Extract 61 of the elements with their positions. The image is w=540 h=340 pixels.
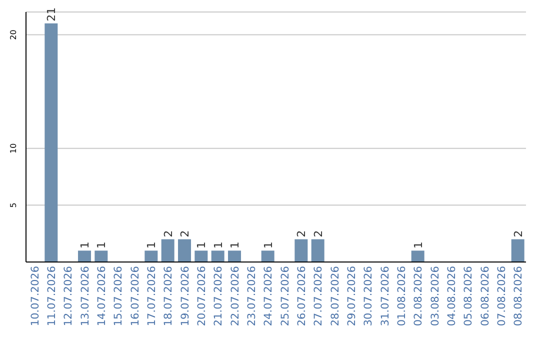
bar [228,250,241,262]
data-label: 2 [312,230,325,238]
data-label: 2 [512,230,525,238]
bar [144,250,158,262]
data-label: 1 [78,242,92,249]
x-tick-label: 13.07.2026 [79,266,92,326]
data-label: 21 [45,7,58,22]
x-tick-label: 03.08.2026 [429,266,442,326]
bar [411,250,424,262]
x-tick-label: 22.07.2026 [229,266,242,326]
data-label: 1 [195,242,208,249]
x-tick-label: 11.07.2026 [46,266,58,326]
x-tick-label: 12.07.2026 [62,266,75,326]
bar [161,239,174,262]
y-tick-label: 20 [9,30,18,40]
x-tick-label: 25.07.2026 [279,266,292,326]
bar [94,250,108,262]
x-tick-label: 14.07.2026 [96,266,108,326]
bar [194,250,208,262]
x-tick-label: 02.08.2026 [412,266,425,326]
x-tick-label: 16.07.2026 [129,266,142,326]
x-tick-label: 24.07.2026 [262,266,275,326]
data-label: 1 [262,242,275,249]
bar [311,239,324,262]
x-tick-label: 30.07.2026 [362,266,375,326]
x-tick-label: 10.07.2026 [29,266,42,326]
x-tick-label: 20.07.2026 [196,266,208,326]
x-tick-label: 01.08.2026 [396,266,408,326]
data-label: 1 [212,242,225,249]
x-tick-label: 05.08.2026 [462,266,475,326]
x-tick-label: 07.08.2026 [496,266,508,326]
bar [261,250,274,262]
bar [44,23,58,262]
x-tick-label: 29.07.2026 [346,266,358,326]
data-label: 1 [145,242,158,249]
x-tick-label: 08.08.2026 [512,266,525,326]
x-tick-label: 06.08.2026 [479,266,492,326]
x-tick-label: 23.07.2026 [246,266,258,326]
bar [294,239,308,262]
x-tick-label: 04.08.2026 [446,266,458,326]
data-label: 1 [412,242,425,249]
x-tick-label: 28.07.2026 [329,266,342,326]
bar [511,239,524,262]
data-label: 2 [295,230,308,238]
x-tick-label: 31.07.2026 [379,266,392,326]
bar [178,239,191,262]
x-tick-label: 26.07.2026 [296,266,308,326]
data-label: 1 [95,242,108,249]
x-tick-label: 27.07.2026 [312,266,325,326]
bar [78,250,91,262]
data-label: 2 [178,230,192,238]
y-tick-label: 5 [9,202,18,208]
x-tick-label: 17.07.2026 [146,266,158,326]
x-tick-label: 18.07.2026 [162,266,175,326]
y-tick-label: 10 [9,143,18,154]
x-tick-label: 21.07.2026 [212,266,225,326]
bar [211,250,224,262]
x-tick-label: 15.07.2026 [112,266,125,326]
data-label: 1 [228,242,242,249]
x-tick-label: 19.07.2026 [179,266,192,326]
data-label: 2 [162,230,175,238]
